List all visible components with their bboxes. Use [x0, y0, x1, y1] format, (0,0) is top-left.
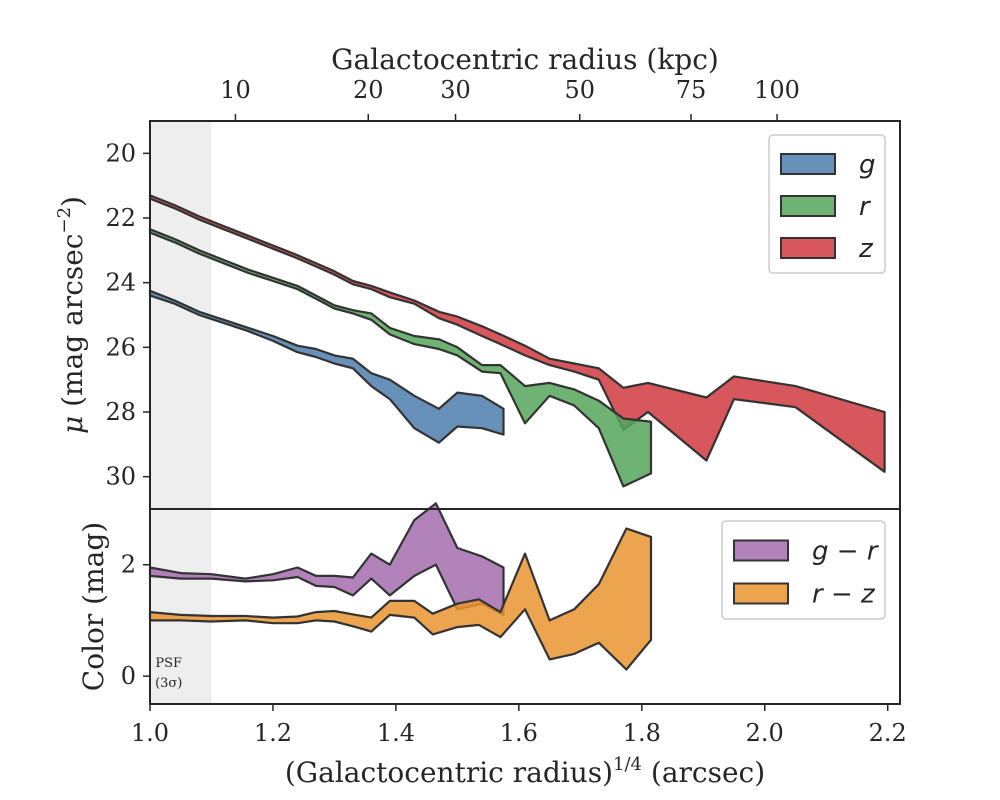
y-tick-label: 0 — [121, 662, 136, 690]
top-x-tick-label: 75 — [676, 76, 707, 104]
x-tick-label: 1.6 — [500, 719, 538, 747]
band-g-area — [148, 289, 505, 444]
legend-label: r − z — [812, 580, 876, 610]
psf-sigma-label: (3σ) — [155, 676, 182, 691]
y-tick-label: 20 — [105, 139, 136, 167]
top-axis-title: Galactocentric radius (kpc) — [331, 43, 719, 76]
top-x-tick-label: 100 — [754, 76, 800, 104]
top-x-tick-label: 20 — [353, 76, 384, 104]
y-tick-label: 22 — [105, 204, 136, 232]
legend-label: g — [859, 150, 876, 180]
y-tick-label: 24 — [105, 269, 136, 297]
legend-label: z — [858, 234, 874, 264]
y-tick-label: 2 — [121, 551, 136, 579]
x-tick-label: 1.8 — [623, 719, 661, 747]
y-tick-label: 28 — [105, 398, 136, 426]
y-tick-label: 30 — [105, 463, 136, 491]
x-tick-label: 1.0 — [131, 719, 169, 747]
x-axis-title: (Galactocentric radius)1/4 (arcsec) — [285, 754, 765, 789]
legend-swatch — [733, 582, 789, 605]
legend-swatch — [780, 237, 836, 259]
legend-bands: grz — [768, 134, 886, 274]
legend-label: r — [859, 192, 872, 222]
x-tick-label: 2.0 — [746, 719, 784, 747]
legend-label: g − r — [812, 537, 880, 567]
x-tick-label: 2.2 — [869, 719, 907, 747]
bottom-panel-frame — [149, 508, 901, 705]
y-tick-label: 26 — [105, 333, 136, 361]
mu-axis-title: μ (mag arcsec−2) — [54, 196, 89, 434]
psf-band-bottom — [150, 509, 212, 704]
psf-label: PSF — [155, 656, 182, 671]
legend-swatch — [780, 195, 836, 217]
legend-colors: g − r r − z — [721, 520, 886, 620]
top-x-tick-label: 30 — [440, 76, 471, 104]
band-r-area — [148, 228, 653, 488]
top-x-tick-label: 10 — [220, 76, 251, 104]
top-panel-series — [148, 194, 886, 488]
legend-swatch — [733, 539, 789, 562]
band-rz-area — [148, 527, 653, 671]
axis-ticks: 20 22 24 26 28 30 0 2 1.0 1.2 1.4 1.6 1.8 2.0 2.2 10 20 3… — [105, 76, 906, 747]
x-tick-label: 1.2 — [254, 719, 292, 747]
top-x-tick-label: 50 — [564, 76, 595, 104]
bottom-panel-series — [148, 502, 653, 671]
legend-swatch — [780, 153, 836, 175]
color-axis-title: Color (mag) — [77, 522, 110, 691]
x-tick-label: 1.4 — [377, 719, 415, 747]
band-z-area — [148, 194, 886, 473]
